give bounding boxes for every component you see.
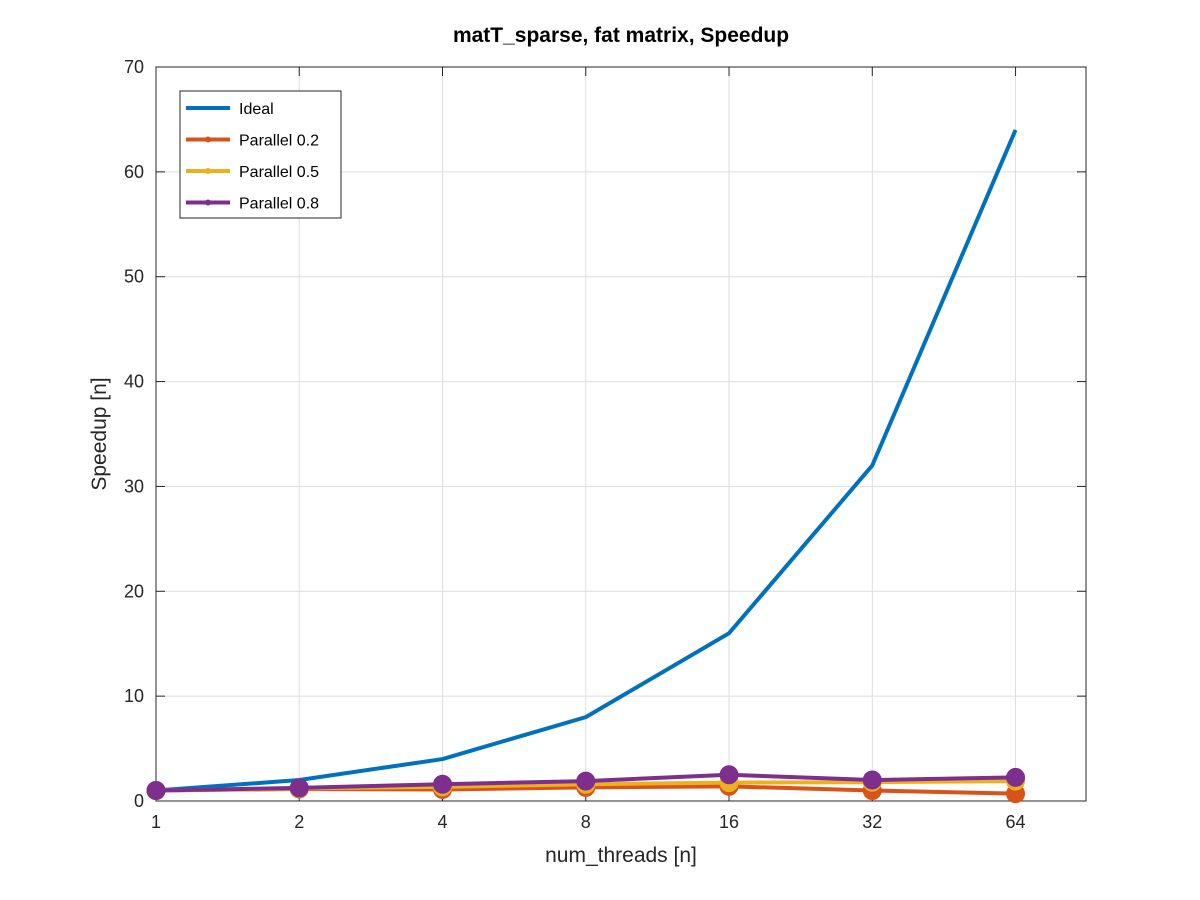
data-point (862, 770, 882, 790)
data-point (433, 774, 453, 794)
series-lines (146, 129, 1026, 804)
x-tick-label: 1 (151, 812, 161, 832)
y-tick-label: 10 (124, 686, 144, 706)
legend-item: Ideal (186, 101, 274, 118)
data-point (146, 781, 166, 801)
x-axis-label: num_threads [n] (545, 844, 697, 867)
legend-marker (205, 136, 211, 143)
legend: Ideal Parallel 0.2 Parallel 0.5 Parallel 0.… (179, 90, 342, 219)
data-point (719, 765, 739, 785)
y-tick-label: 0 (134, 791, 144, 811)
y-tick-label: 30 (124, 476, 144, 496)
x-tick-label: 32 (862, 812, 882, 832)
y-tick-label: 60 (124, 162, 144, 182)
legend-marker (205, 168, 211, 174)
data-point (1006, 767, 1026, 787)
legend-label: Ideal (239, 101, 274, 118)
axes-box (155, 66, 1087, 802)
y-tick-label: 50 (124, 267, 144, 287)
y-axis-label: Speedup [n] (88, 377, 111, 490)
legend-item: Parallel 0.8 (186, 196, 319, 213)
series-parallel-0-8 (146, 765, 1026, 801)
y-tick-label: 70 (124, 57, 144, 77)
y-tick-label: 20 (124, 581, 144, 601)
legend-label: Parallel 0.8 (239, 196, 319, 213)
legend-marker (205, 199, 211, 206)
x-tick-label: 8 (581, 812, 591, 832)
x-tick-label: 16 (719, 812, 739, 832)
data-point (576, 771, 596, 791)
legend-item: Parallel 0.5 (186, 164, 319, 181)
data-point (289, 778, 309, 798)
legend-box (179, 90, 342, 219)
x-tick-label: 2 (294, 812, 304, 832)
y-tick-label: 40 (124, 372, 144, 392)
x-tick-label: 4 (438, 812, 448, 832)
legend-label: Parallel 0.2 (239, 133, 319, 150)
chart-title: matT_sparse, fat matrix, Speedup (453, 24, 789, 47)
legend-item: Parallel 0.2 (186, 133, 319, 150)
x-tick-label: 64 (1006, 812, 1026, 832)
legend-label: Parallel 0.5 (239, 164, 319, 181)
